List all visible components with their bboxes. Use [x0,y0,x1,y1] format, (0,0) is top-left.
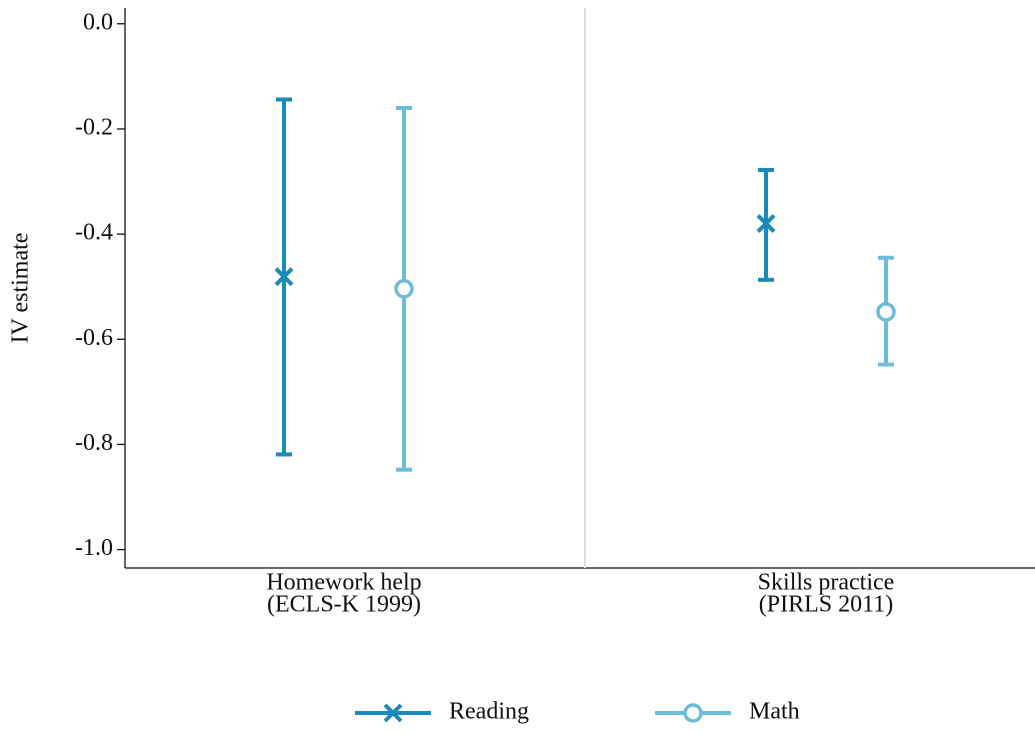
y-tick-label: 0.0 [83,9,113,35]
y-tick-label: -0.6 [75,325,113,351]
marker-stroke [274,267,294,287]
point [876,302,896,322]
y-tick-label: -0.4 [75,220,113,246]
x-tick-label: Homework help [266,570,421,596]
legend-marker [683,703,703,723]
x-tick-label: (ECLS-K 1999) [267,592,421,618]
y-axis-label: IV estimate [8,233,34,344]
y-tick-label: -0.2 [75,114,113,140]
legend-label: Reading [449,699,529,725]
point [756,214,776,234]
y-tick-label: -0.8 [75,430,113,456]
point [274,267,294,287]
x-tick-label: Skills practice [758,570,895,596]
x-tick-label: (PIRLS 2011) [759,592,893,618]
legend-label: Math [749,699,800,725]
legend-marker [383,703,403,723]
marker-stroke [383,703,403,723]
marker-stroke [756,214,776,234]
y-tick-label: -1.0 [75,535,113,561]
point [394,279,414,299]
